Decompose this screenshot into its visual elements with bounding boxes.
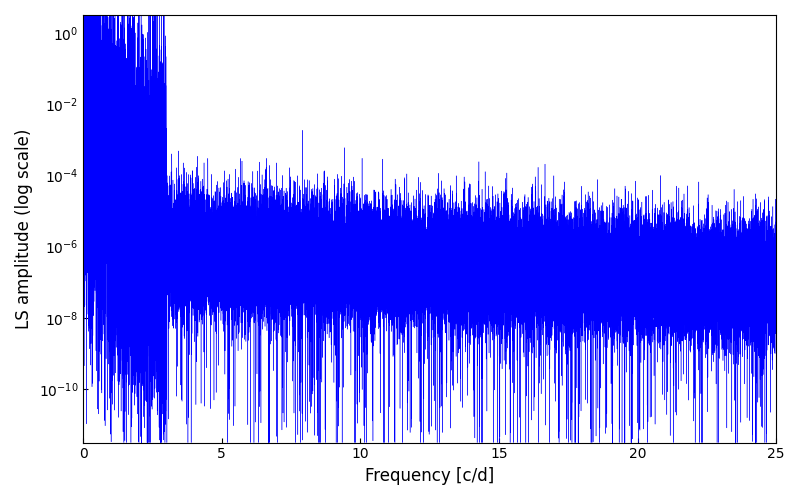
Y-axis label: LS amplitude (log scale): LS amplitude (log scale) <box>15 128 33 329</box>
X-axis label: Frequency [c/d]: Frequency [c/d] <box>365 467 494 485</box>
